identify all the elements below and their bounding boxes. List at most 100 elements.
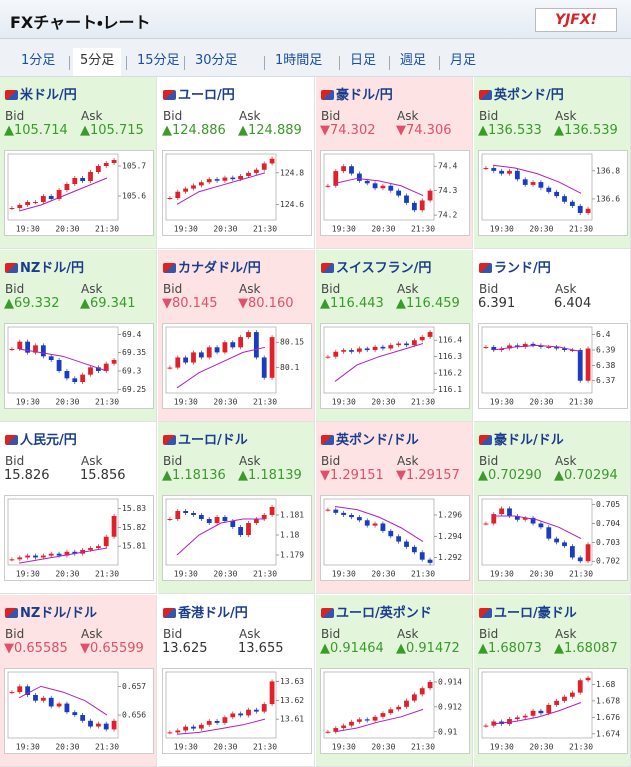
flag-icon — [479, 262, 492, 273]
logo[interactable]: YJFX! — [535, 8, 617, 32]
pair-label[interactable]: ユーロ/英ポンド — [336, 605, 432, 621]
ask-label: Ask — [397, 109, 419, 123]
candle — [191, 726, 196, 729]
candle — [514, 716, 520, 719]
chart-bg — [4, 667, 154, 754]
tab[interactable]: 5分足 — [73, 48, 122, 76]
candle — [269, 336, 275, 378]
plot-frame — [7, 671, 119, 738]
candle — [341, 349, 347, 352]
tab[interactable]: 週足 — [400, 53, 427, 68]
ask-label: Ask — [81, 281, 103, 296]
pair-label[interactable]: ユーロ/豪ドル — [494, 605, 577, 621]
mini-chart: 0.91 0.912 0.914 19:30 20:30 21:30 — [320, 667, 470, 754]
plot-frame — [481, 498, 593, 566]
candle — [261, 163, 267, 170]
moving-average — [18, 685, 108, 715]
candle — [546, 346, 552, 348]
ask-label: Ask — [239, 281, 261, 296]
pair-label[interactable]: ユーロ/円 — [178, 88, 235, 103]
x-tick-label: 21:30 — [253, 397, 277, 406]
pair-label[interactable]: カナダドル/円 — [178, 260, 261, 276]
tab[interactable]: 30分足 — [195, 53, 238, 68]
mini-chart: 13.61 13.62 13.63 19:30 20:30 21:30 — [162, 667, 312, 754]
ask-label: Ask — [81, 626, 103, 641]
pair-name[interactable]: 英ポンド/円 — [479, 84, 564, 103]
y-tick-label: 1.676 — [596, 712, 620, 721]
x-tick-label: 19:30 — [490, 225, 514, 234]
plot-frame — [323, 498, 435, 566]
bid-label: Bid — [479, 109, 499, 123]
pair-name[interactable]: ユーロ/英ポンド — [321, 602, 432, 621]
pair-name[interactable]: スイスフラン/円 — [321, 257, 431, 276]
pair-name[interactable]: 豪ドル/ドル — [479, 429, 564, 448]
candle — [325, 509, 331, 511]
ask-label: Ask — [81, 454, 103, 468]
tab[interactable]: 日足 — [350, 53, 377, 68]
y-tick-label: 6.4 — [596, 330, 611, 339]
y-tick-label: 105.6 — [122, 192, 146, 201]
candle — [206, 179, 212, 183]
pair-label[interactable]: 米ドル/円 — [20, 88, 77, 103]
pair-name[interactable]: ユーロ/円 — [163, 84, 235, 103]
pair-name[interactable]: ユーロ/ドル — [163, 429, 248, 448]
y-tick-label: 74.4 — [438, 162, 457, 171]
pair-label[interactable]: 豪ドル/ドル — [494, 433, 564, 448]
candle — [80, 178, 86, 181]
moving-average — [18, 547, 108, 564]
candle — [269, 158, 275, 164]
candle — [427, 681, 433, 688]
candle — [325, 356, 331, 358]
candle — [514, 170, 520, 180]
pair-label[interactable]: 人民元/円 — [20, 433, 77, 448]
candle — [111, 720, 117, 729]
pair-name[interactable]: 豪ドル/円 — [321, 84, 393, 103]
x-tick-label: 21:30 — [253, 742, 277, 751]
tab[interactable]: 15分足 — [137, 53, 180, 68]
plot-frame — [7, 498, 119, 566]
ask-value: ▼80.160 — [238, 295, 294, 311]
ask-value: ▲116.459 — [396, 295, 460, 311]
candle — [546, 187, 552, 192]
pair-label[interactable]: NZドル/ドル — [20, 605, 98, 621]
candle — [64, 370, 70, 378]
tab[interactable]: 月足 — [450, 53, 477, 68]
pair-name[interactable]: 香港ドル/円 — [163, 602, 248, 621]
candle — [214, 346, 220, 352]
y-tick-label: 80.1 — [280, 363, 299, 372]
pair-name[interactable]: 英ポンド/ドル — [321, 429, 419, 448]
tab[interactable]: 1分足 — [21, 53, 56, 68]
tab[interactable]: 1時間足 — [275, 53, 323, 68]
ask-value: ▲1.18139 — [238, 468, 302, 483]
candle — [491, 514, 497, 524]
pair-label[interactable]: 豪ドル/円 — [336, 88, 393, 103]
candle — [419, 336, 425, 340]
pair-name[interactable]: ユーロ/豪ドル — [479, 602, 577, 621]
pair-label[interactable]: 英ポンド/ドル — [336, 433, 419, 448]
pair-label[interactable]: 英ポンド/円 — [494, 88, 564, 103]
pair-name[interactable]: 米ドル/円 — [5, 84, 77, 103]
pair-name[interactable]: ランド/円 — [479, 257, 551, 276]
pair-label[interactable]: NZドル/円 — [20, 260, 85, 276]
bid-label: Bid — [163, 109, 183, 123]
pair-name[interactable]: NZドル/ドル — [5, 602, 97, 621]
pair-label[interactable]: ユーロ/ドル — [178, 433, 248, 448]
y-tick-label: 6.39 — [596, 345, 615, 354]
candle — [246, 331, 251, 337]
candle — [427, 331, 433, 337]
plot-frame — [7, 153, 119, 221]
moving-average — [18, 348, 108, 371]
flag-icon — [479, 90, 492, 100]
pair-label[interactable]: ランド/円 — [494, 260, 551, 276]
pair-name[interactable]: 人民元/円 — [5, 429, 77, 448]
tab-separator — [69, 56, 70, 70]
candle — [372, 523, 378, 526]
candle — [483, 168, 489, 170]
pair-name[interactable]: カナダドル/円 — [163, 257, 261, 276]
pair-name[interactable]: NZドル/円 — [5, 257, 84, 276]
rate-cell: 人民元/円 Bid Ask 15.826 15.856 15.81 15.82 15.83 19… — [0, 422, 157, 594]
pair-label[interactable]: スイスフラン/円 — [336, 260, 432, 276]
pair-label[interactable]: 香港ドル/円 — [178, 605, 248, 621]
candle — [349, 166, 354, 174]
candle — [349, 349, 354, 352]
